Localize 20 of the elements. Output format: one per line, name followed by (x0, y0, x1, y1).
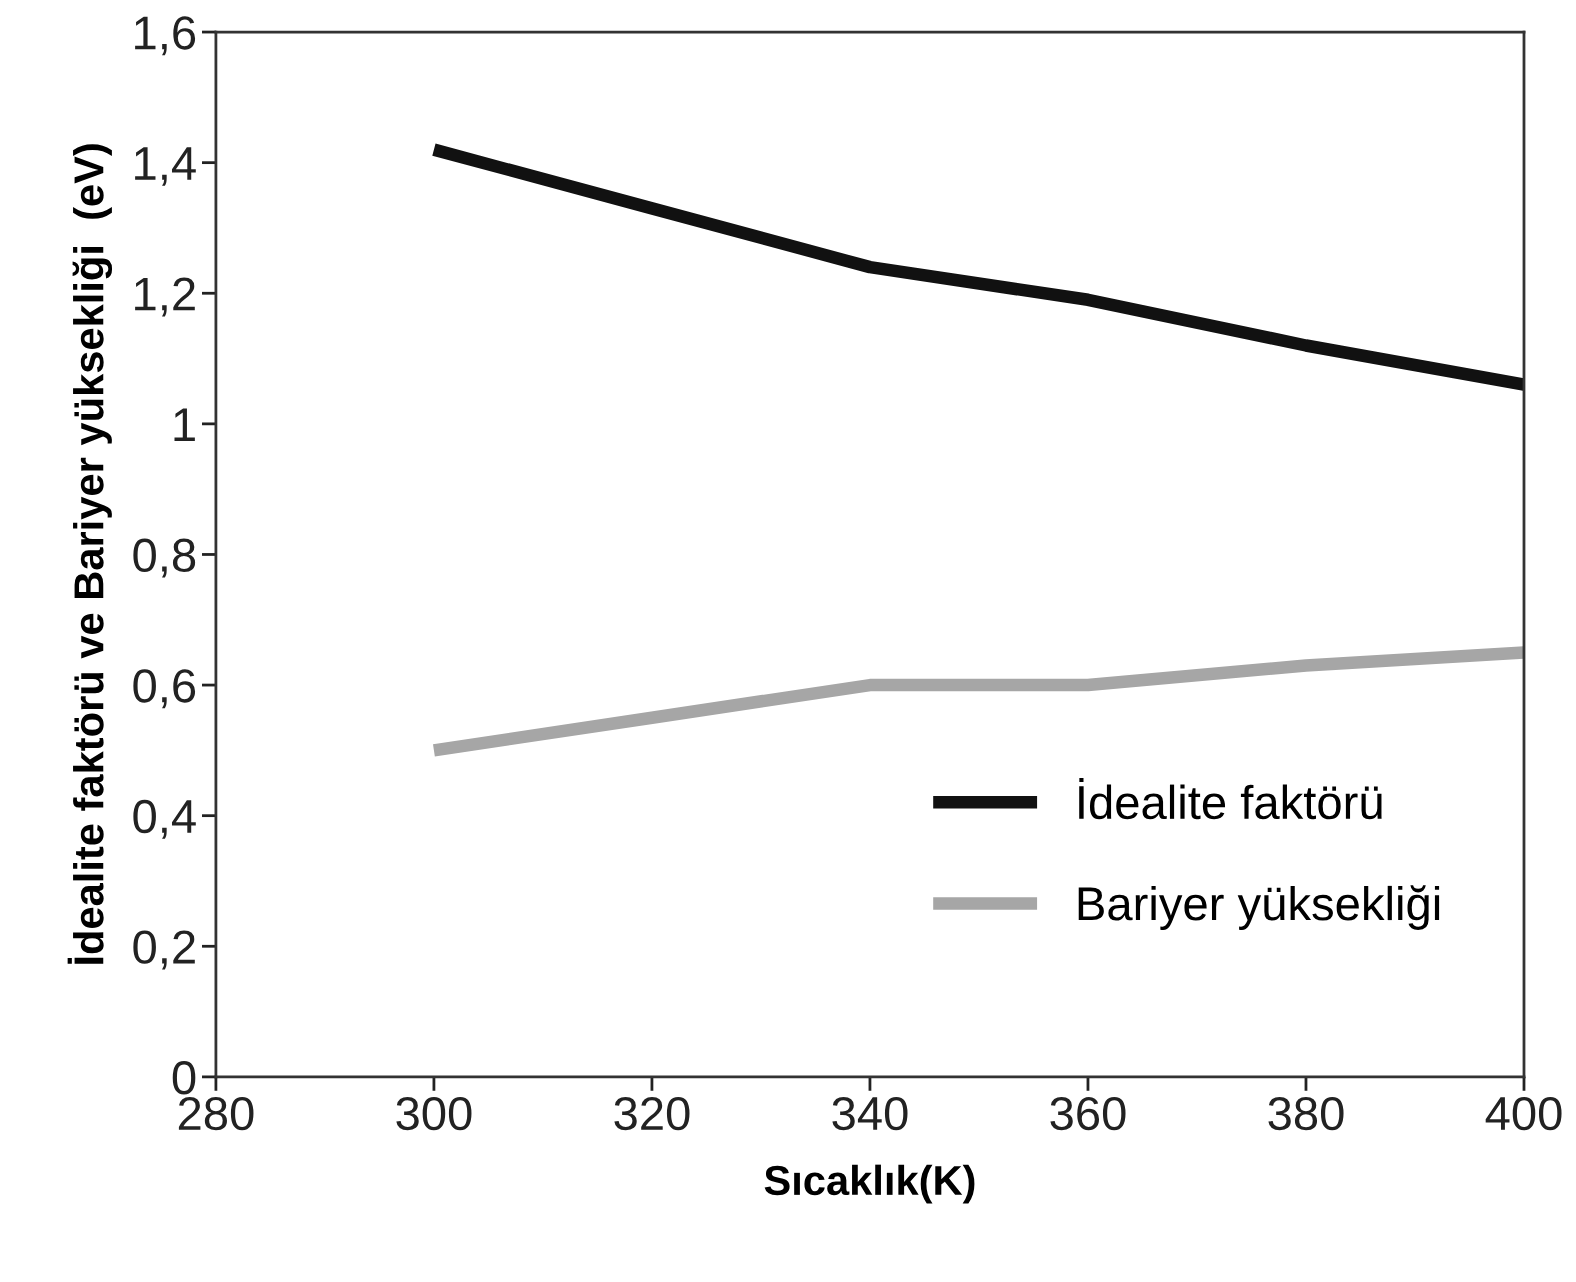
y-tick-label: 0,2 (133, 930, 195, 970)
y-tick-label: 1,6 (135, 16, 196, 56)
x-tick-label: 340 (832, 1096, 908, 1131)
x-tick-label: 380 (1268, 1096, 1344, 1131)
legend-label: İdealite faktörü (1079, 777, 1382, 820)
x-tick-label: 400 (1485, 1096, 1562, 1131)
x-tick-label: 280 (178, 1096, 254, 1131)
y-tick-label: 0,8 (133, 538, 196, 578)
y-tick-label: 0,6 (133, 669, 196, 709)
x-tick-label: 360 (1050, 1096, 1126, 1131)
y-tick-label: 0,4 (133, 799, 196, 839)
x-tick-label: 320 (614, 1096, 690, 1131)
x-tick-label: 300 (396, 1096, 472, 1131)
legend-label: Bariyer yüksekliği (1078, 885, 1440, 930)
y-tick-label: 1,4 (135, 147, 196, 186)
x-axis-title: Sıcaklık(K) (764, 1164, 975, 1204)
y-tick-label: 0 (172, 1061, 196, 1095)
y-tick-label: 1 (174, 408, 195, 441)
y-tick-label: 1,2 (135, 277, 195, 317)
y-axis-title: İdealite faktörü ve Bariyer yüksekliği (eV) (67, 144, 113, 964)
